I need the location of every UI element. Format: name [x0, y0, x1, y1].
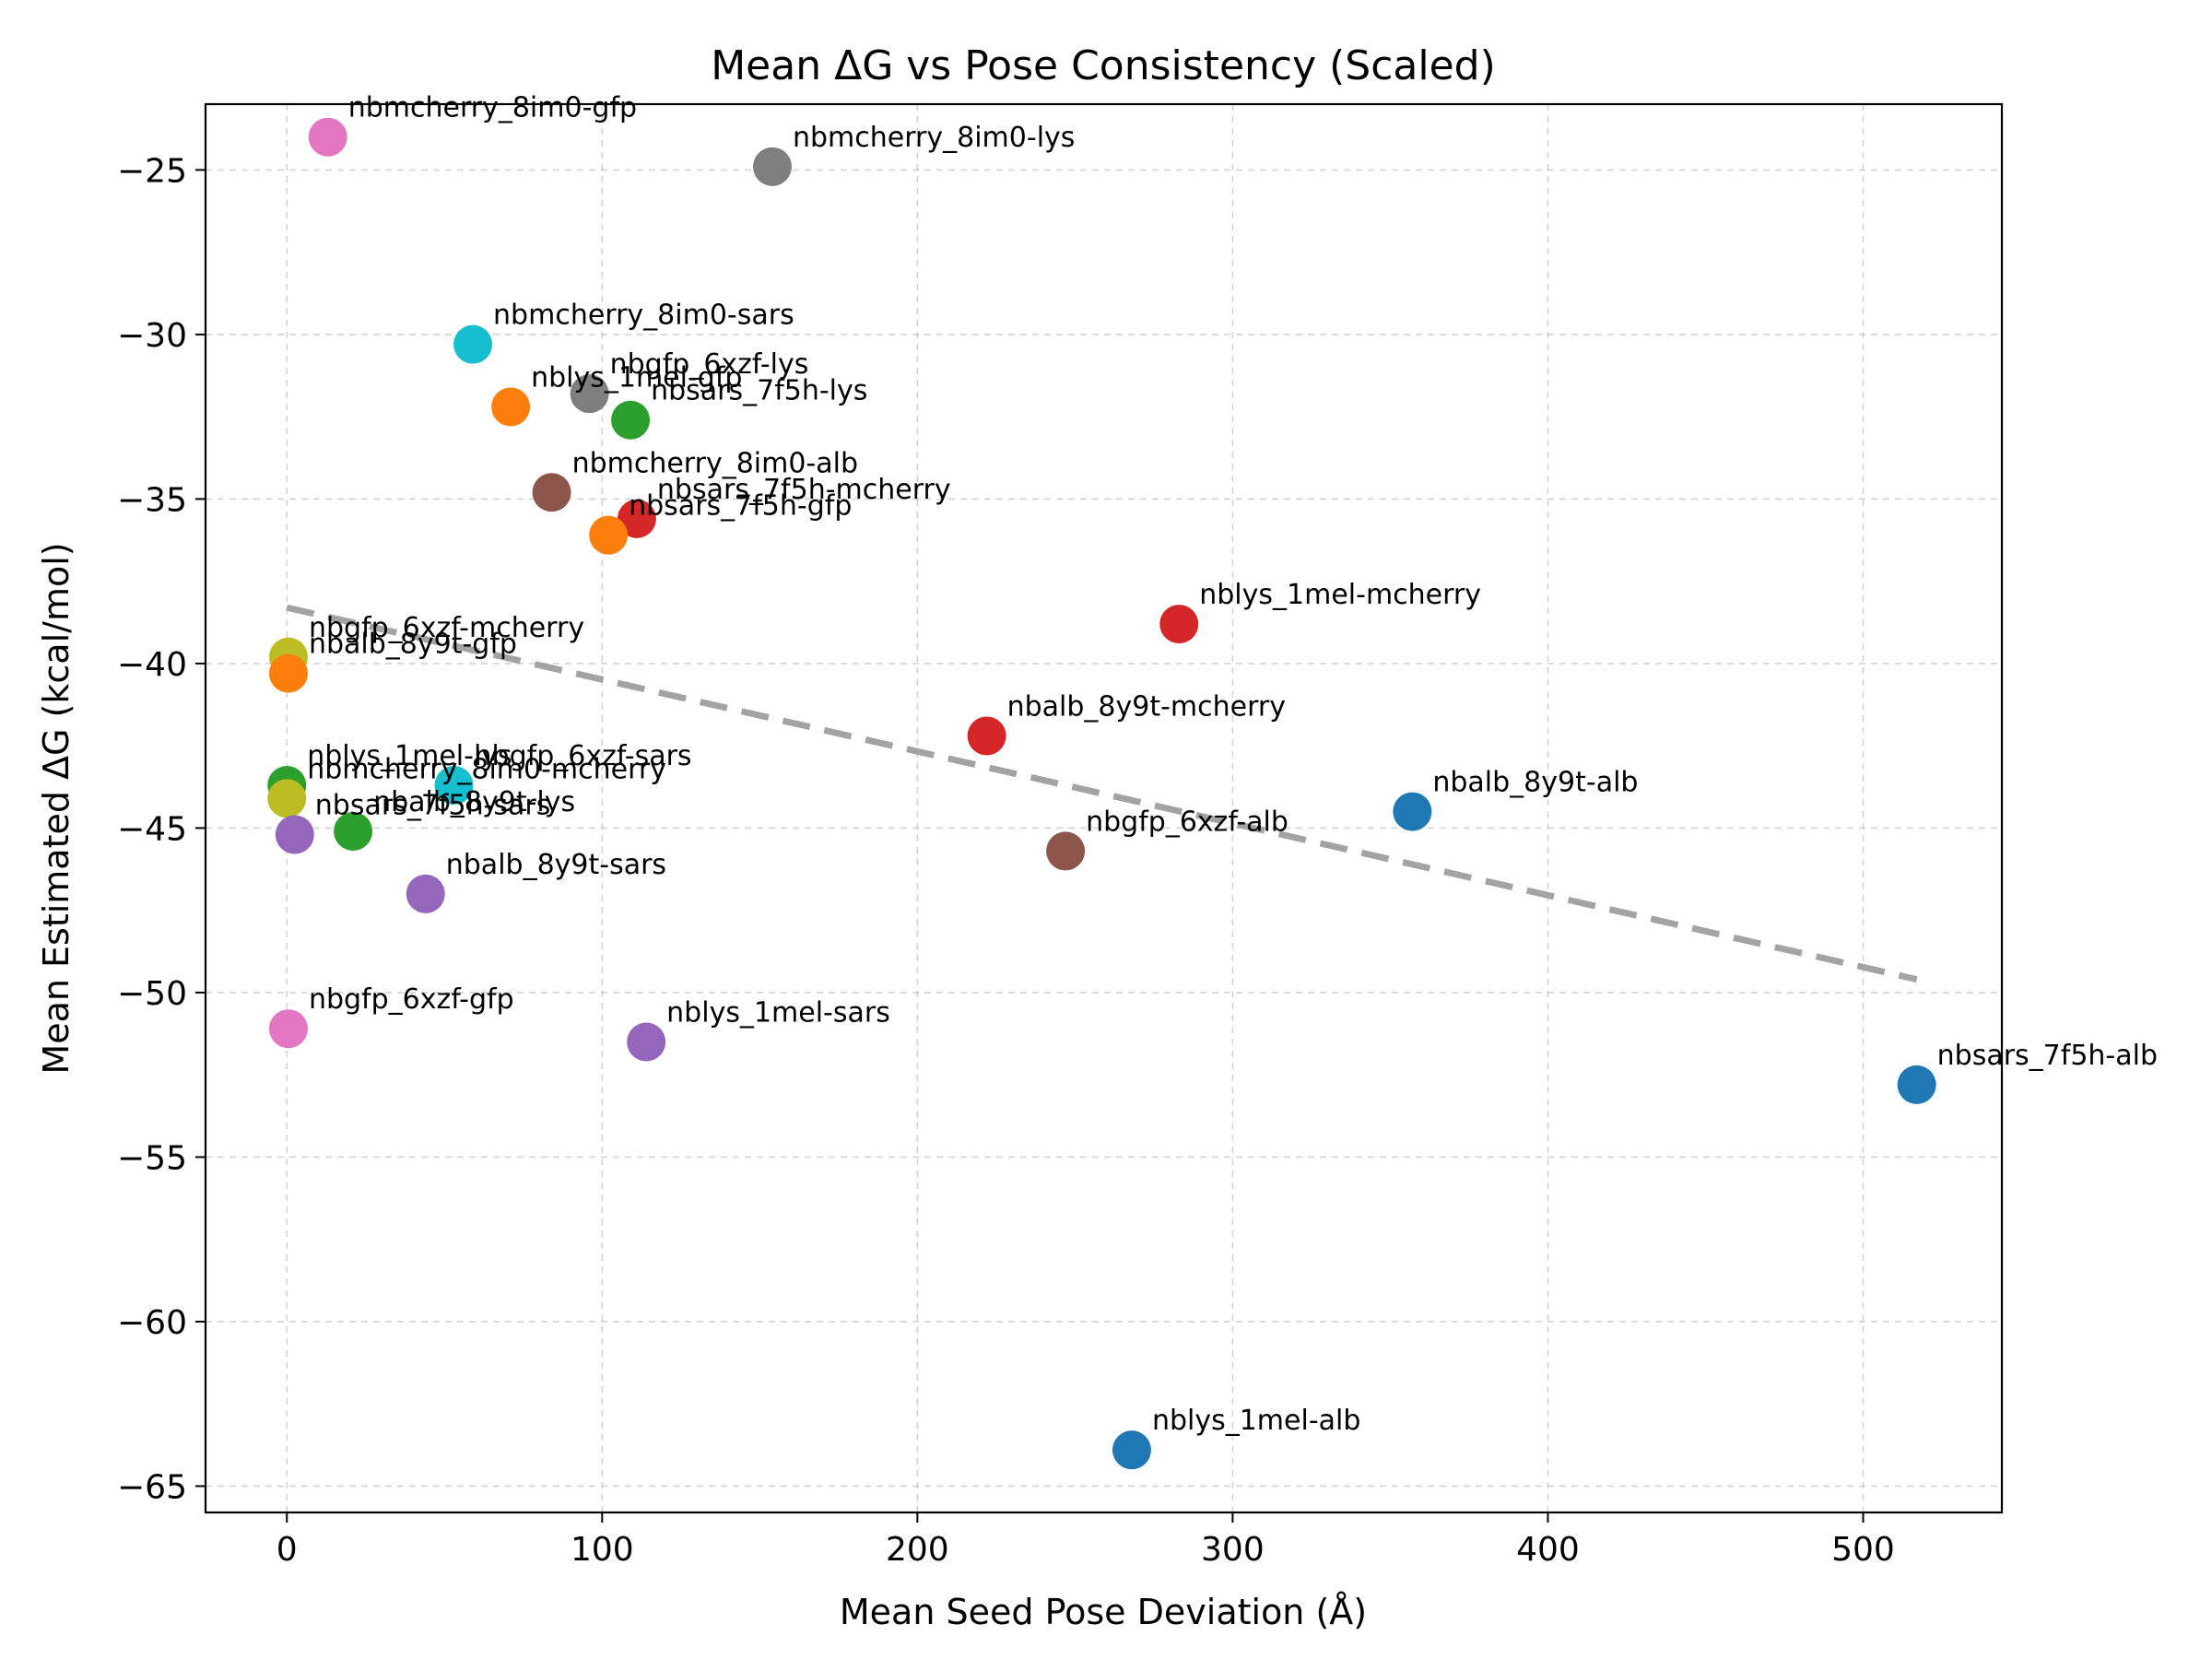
x-axis-label: Mean Seed Pose Deviation (Å) — [840, 1592, 1367, 1632]
y-tick-label: −40 — [117, 646, 187, 684]
x-axis-ticks: 0 100 200 300 400 500 — [276, 1512, 1895, 1569]
data-point-label: nblys_1mel-gfp — [531, 361, 742, 394]
plot-frame — [204, 102, 2004, 1514]
y-axis-label: Mean Estimated ΔG (kcal/mol) — [36, 542, 76, 1074]
y-tick-label: −55 — [117, 1139, 187, 1177]
data-point — [570, 374, 609, 414]
data-point-label: nbmcherry_8im0-gfp — [348, 92, 637, 124]
data-point — [275, 815, 314, 854]
x-tick-label: 300 — [1201, 1531, 1265, 1569]
data-point — [453, 324, 493, 364]
data-point — [268, 653, 308, 693]
data-point — [308, 117, 347, 157]
trendline — [286, 604, 1918, 983]
y-tick-label: −60 — [117, 1304, 187, 1342]
data-point — [617, 499, 656, 538]
x-tick-label: 200 — [886, 1531, 949, 1569]
data-point — [434, 766, 474, 806]
data-point-label: nbalb_8y9t-sars — [446, 849, 666, 881]
data-point — [532, 473, 571, 512]
data-point-label: nbmcherry_8im0-alb — [572, 447, 858, 479]
x-tick-label: 100 — [571, 1531, 634, 1569]
data-point-label: nbalb_8y9t-lys — [373, 786, 575, 818]
y-tick-label: −35 — [117, 481, 187, 519]
data-point-label: nblys_1mel-alb — [1152, 1405, 1360, 1437]
data-point — [491, 387, 531, 427]
data-point — [334, 811, 373, 851]
y-tick-label: −50 — [117, 975, 187, 1013]
x-tick-label: 400 — [1516, 1531, 1580, 1569]
data-point — [1046, 831, 1086, 871]
y-tick-label: −30 — [117, 317, 187, 355]
data-point — [267, 779, 307, 818]
data-point-label: nbalb_8y9t-alb — [1432, 767, 1638, 799]
data-point — [1393, 792, 1432, 831]
data-point — [268, 1009, 308, 1049]
data-point-label: nbalb_8y9t-mcherry — [1007, 690, 1286, 723]
x-tick-label: 0 — [276, 1531, 298, 1569]
data-point-label: nbsars_7f5h-gfp — [629, 490, 852, 523]
data-point-label: nbgfp_6xzf-alb — [1086, 806, 1288, 838]
data-point-label: nblys_1mel-sars — [666, 996, 890, 1029]
data-point-label: nbsars_7f5h-sars — [315, 790, 551, 822]
data-point-label: nbmcherry_8im0-sars — [493, 300, 794, 332]
data-point-label: nbalb_8y9t-gfp — [309, 629, 517, 661]
data-point-label: nbsars_7f5h-mcherry — [657, 474, 951, 506]
data-point — [611, 400, 651, 440]
data-point-label: nblys_1mel-mcherry — [1199, 579, 1481, 611]
data-point-label: nbgfp_6xzf-mcherry — [309, 612, 584, 644]
x-tick-label: 500 — [1831, 1531, 1895, 1569]
data-point — [1159, 605, 1199, 644]
data-point-label: nbmcherry_8im0-mcherry — [307, 753, 666, 785]
data-point — [753, 147, 793, 186]
y-tick-label: −25 — [117, 152, 187, 190]
chart-title: Mean ΔG vs Pose Consistency (Scaled) — [711, 42, 1496, 89]
y-tick-label: −45 — [117, 810, 187, 848]
data-point-label: nbgfp_6xzf-sars — [475, 740, 692, 772]
data-point-label: nbgfp_6xzf-lys — [610, 348, 809, 381]
data-point — [627, 1022, 666, 1062]
data-point — [406, 874, 445, 913]
y-tick-label: −65 — [117, 1468, 187, 1506]
y-axis-ticks: −25 −30 −35 −40 −45 −50 −55 −60 −65 — [117, 152, 206, 1506]
data-point-label: nbgfp_6xzf-gfp — [309, 983, 514, 1016]
data-point — [967, 716, 1006, 756]
point-labels-layer: nbmcherry_8im0-gfp nbmcherry_8im0-lysnbmc… — [307, 92, 2158, 1437]
data-point-label: nbmcherry_8im0-lys — [793, 122, 1075, 154]
data-point-label: nbsars_7f5h-lys — [651, 375, 867, 407]
data-point — [589, 515, 629, 555]
data-point — [1112, 1430, 1151, 1470]
data-point-label: nbsars_7f5h-alb — [1937, 1040, 2158, 1072]
data-point — [1897, 1065, 1936, 1104]
data-point-label: nblys_1mel-lys — [307, 740, 512, 772]
points-layer — [267, 117, 1936, 1470]
trendline-layer — [286, 604, 1918, 983]
